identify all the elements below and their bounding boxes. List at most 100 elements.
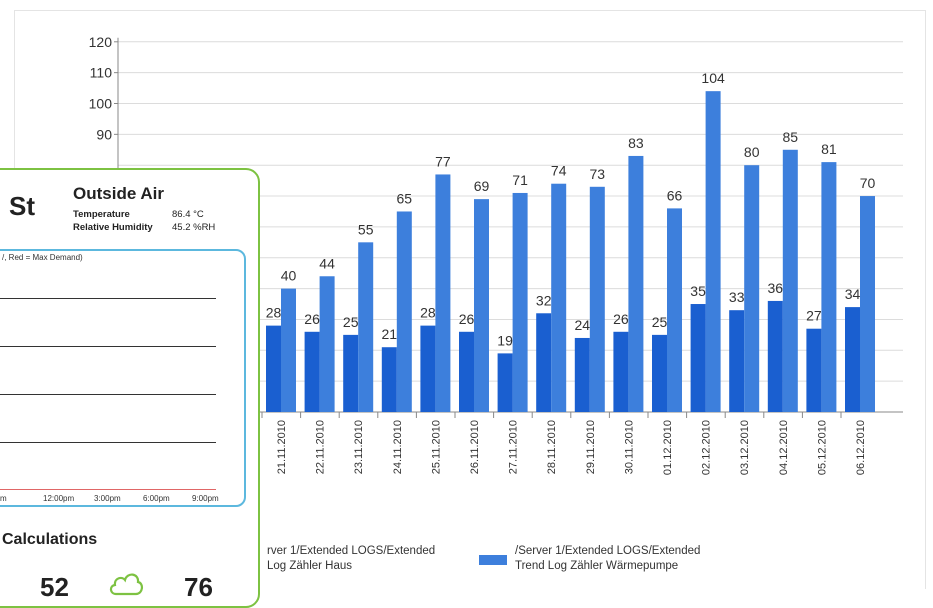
bar-series2 bbox=[589, 186, 605, 412]
bar-series1 bbox=[343, 334, 359, 412]
bar-value-label: 33 bbox=[729, 289, 745, 305]
bar-series1 bbox=[613, 331, 629, 412]
bar-series1 bbox=[690, 304, 706, 412]
x-tick-label: 25.11.2010 bbox=[430, 420, 442, 474]
calculations-title: Calculations bbox=[2, 531, 98, 548]
bar-value-label: 70 bbox=[860, 175, 876, 191]
x-tick-label: 05.12.2010 bbox=[816, 420, 828, 475]
bar-value-label: 55 bbox=[358, 221, 374, 237]
bar-series1 bbox=[574, 337, 590, 412]
bar-series1 bbox=[729, 310, 745, 412]
bar-value-label: 19 bbox=[497, 332, 513, 348]
bar-value-label: 28 bbox=[266, 305, 282, 321]
bar-series1 bbox=[536, 313, 552, 412]
bar-value-label: 44 bbox=[319, 255, 335, 271]
x-tick-label: 02.12.2010 bbox=[701, 420, 713, 475]
x-tick-label: 06.12.2010 bbox=[855, 420, 867, 475]
temperature-label: Temperature bbox=[73, 209, 130, 220]
bar-series2 bbox=[319, 276, 335, 412]
bar-series2 bbox=[474, 199, 489, 412]
bar-series2 bbox=[667, 208, 682, 412]
card-title: St bbox=[9, 191, 35, 221]
gridline bbox=[0, 298, 216, 299]
x-tick-label: 23.11.2010 bbox=[353, 420, 365, 474]
bar-series2 bbox=[358, 242, 374, 412]
bar-value-label: 27 bbox=[806, 308, 822, 324]
demand-chart: /, Red = Max Demand) m 12:00pm 3:00pm 6:… bbox=[0, 249, 246, 507]
legend-series1-line1: rver 1/Extended LOGS/Extended bbox=[267, 545, 436, 557]
time-tick: 6:00pm bbox=[143, 494, 170, 503]
x-tick-label: 21.11.2010 bbox=[276, 420, 288, 474]
outside-air-title: Outside Air bbox=[73, 184, 164, 203]
legend-series2-line1: /Server 1/Extended LOGS/Extended bbox=[515, 545, 701, 557]
calc-value-right: 76 bbox=[184, 572, 213, 602]
bar-series1 bbox=[652, 334, 667, 412]
gridline bbox=[0, 346, 216, 347]
x-tick-label: 26.11.2010 bbox=[469, 420, 481, 474]
x-tick-label: 22.11.2010 bbox=[315, 420, 327, 474]
bar-value-label: 80 bbox=[744, 144, 760, 160]
legend-series1-line2: Log Zähler Haus bbox=[267, 560, 353, 572]
bar-value-label: 26 bbox=[613, 311, 629, 327]
bar-series1 bbox=[767, 300, 783, 412]
legend-swatch-series2 bbox=[479, 555, 507, 565]
bar-series1 bbox=[806, 328, 822, 412]
bar-value-label: 71 bbox=[512, 172, 528, 188]
bar-series2 bbox=[705, 91, 721, 412]
bar-value-label: 35 bbox=[690, 283, 706, 299]
bar-series1 bbox=[304, 331, 320, 412]
bar-value-label: 85 bbox=[783, 129, 799, 145]
bar-series2 bbox=[860, 196, 875, 412]
bar-value-label: 36 bbox=[768, 280, 784, 296]
legend-series2-line2: Trend Log Zähler Wärmepumpe bbox=[515, 560, 679, 572]
time-tick: 12:00pm bbox=[43, 494, 75, 503]
x-tick-label: 03.12.2010 bbox=[739, 420, 751, 475]
bar-series2 bbox=[435, 174, 451, 412]
bar-series2 bbox=[396, 211, 412, 412]
overlay-card: St Outside Air Temperature 86.4 °C Relati… bbox=[0, 168, 260, 608]
x-tick-label: 24.11.2010 bbox=[392, 420, 404, 474]
bar-value-label: 34 bbox=[845, 286, 861, 302]
x-tick-label: 04.12.2010 bbox=[778, 420, 790, 475]
bar-series2 bbox=[281, 288, 296, 412]
chart-panel: 120 110 100 90 28 40 26 44 25 55 21 65 28 77 26 69 19 71… bbox=[14, 10, 926, 589]
bar-series1 bbox=[420, 325, 436, 412]
bar-value-label: 69 bbox=[474, 178, 490, 194]
bar-value-label: 73 bbox=[590, 166, 606, 182]
max-demand-line bbox=[0, 489, 216, 490]
bar-series2 bbox=[821, 162, 837, 412]
demand-chart-legend: /, Red = Max Demand) bbox=[2, 253, 83, 262]
cloud-icon bbox=[109, 573, 143, 596]
bar-series2 bbox=[628, 155, 644, 412]
x-tick-label: 28.11.2010 bbox=[546, 420, 558, 474]
humidity-row: Relative Humidity 45.2 %RH bbox=[73, 222, 215, 233]
bar-series1 bbox=[845, 307, 860, 412]
calc-value-left: 52 bbox=[40, 572, 69, 602]
humidity-label: Relative Humidity bbox=[73, 222, 153, 233]
x-tick-label: 27.11.2010 bbox=[508, 420, 520, 474]
temperature-value: 86.4 °C bbox=[172, 209, 204, 220]
bar-series2 bbox=[551, 183, 567, 412]
bar-value-label: 74 bbox=[551, 163, 567, 179]
bar-value-label: 40 bbox=[281, 268, 297, 284]
bar-value-label: 83 bbox=[628, 135, 644, 151]
bar-value-label: 21 bbox=[382, 326, 398, 342]
bar-value-label: 65 bbox=[397, 190, 413, 206]
bar-value-label: 32 bbox=[536, 292, 552, 308]
time-tick: m bbox=[0, 494, 7, 503]
temperature-row: Temperature 86.4 °C bbox=[73, 209, 204, 220]
bar-series1 bbox=[266, 325, 281, 412]
bar-chart: 120 110 100 90 28 40 26 44 25 55 21 65 28 77 26 69 19 71… bbox=[89, 34, 903, 475]
time-tick: 3:00pm bbox=[94, 494, 121, 503]
bar-series2 bbox=[782, 149, 798, 412]
bar-value-label: 104 bbox=[701, 70, 725, 86]
time-tick: 9:00pm bbox=[192, 494, 219, 503]
bar-value-label: 81 bbox=[821, 141, 837, 157]
bar-series1 bbox=[497, 353, 513, 412]
y-tick-label: 110 bbox=[90, 65, 113, 81]
gridline bbox=[0, 394, 216, 395]
bar-series1 bbox=[459, 331, 474, 412]
gridline bbox=[0, 442, 216, 443]
y-tick-label: 90 bbox=[96, 126, 112, 142]
bar-value-label: 25 bbox=[652, 314, 668, 330]
